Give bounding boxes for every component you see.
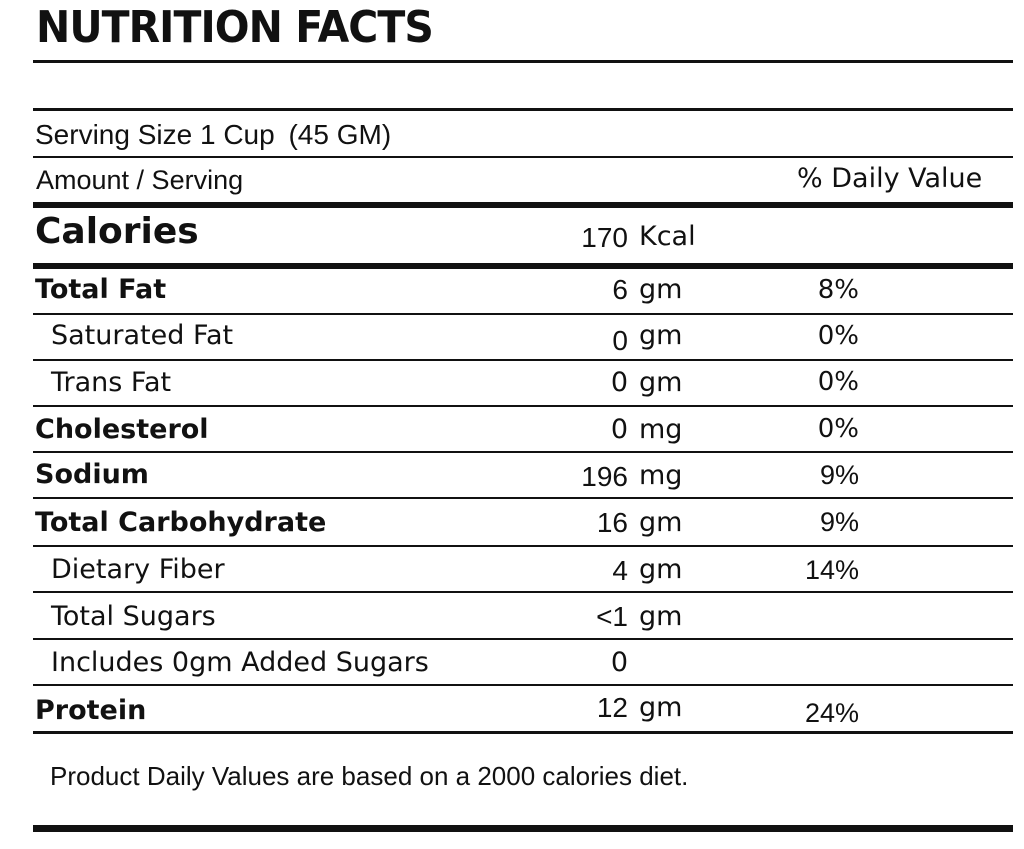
calories-label: Calories xyxy=(35,211,199,252)
nutrient-value: 0 xyxy=(610,414,628,445)
nutrient-daily-value: 24% xyxy=(804,698,859,728)
amount-per-serving-label: Amount / Serving xyxy=(36,165,244,195)
nutrient-label: Total Sugars xyxy=(51,601,216,632)
divider-row-3 xyxy=(33,405,1013,407)
divider-row-5 xyxy=(33,497,1013,499)
nutrient-daily-value: 0% xyxy=(817,321,859,351)
divider-row-8 xyxy=(33,638,1013,640)
divider-bottom xyxy=(33,825,1013,832)
panel-title: NUTRITION FACTS xyxy=(36,2,434,53)
calories-unit: Kcal xyxy=(639,221,696,252)
nutrient-label: Cholesterol xyxy=(35,414,209,445)
divider-row-9 xyxy=(33,684,1013,686)
nutrient-label: Dietary Fiber xyxy=(51,554,225,585)
divider-row-2 xyxy=(33,359,1013,361)
footnote: Product Daily Values are based on a 2000… xyxy=(50,761,689,791)
divider-top xyxy=(33,60,1013,63)
divider-under-title xyxy=(33,108,1013,111)
nutrient-unit: gm xyxy=(639,601,683,632)
nutrient-daily-value: 9% xyxy=(819,507,859,537)
nutrient-label: Trans Fat xyxy=(51,367,172,398)
nutrient-daily-value: 9% xyxy=(819,460,859,490)
nutrient-unit: gm xyxy=(639,320,683,351)
nutrient-value: 16 xyxy=(596,507,628,538)
divider-row-7 xyxy=(33,591,1013,593)
nutrient-unit: mg xyxy=(639,460,683,491)
divider-row-6 xyxy=(33,545,1013,547)
nutrient-label: Total Fat xyxy=(35,274,167,305)
divider-thick-header xyxy=(33,202,1013,208)
nutrient-daily-value: 14% xyxy=(804,555,859,585)
nutrient-daily-value: 0% xyxy=(817,414,859,444)
serving-size: Serving Size 1 Cup (45 GM) xyxy=(35,121,391,149)
nutrient-value: 196 xyxy=(581,461,628,492)
nutrient-daily-value: 0% xyxy=(817,367,859,397)
nutrient-unit: gm xyxy=(639,692,683,723)
nutrient-label: Includes 0gm Added Sugars xyxy=(51,647,429,678)
serving-size-unit: Cup xyxy=(223,119,275,150)
serving-size-grams: (45 GM) xyxy=(288,119,392,150)
nutrient-label: Total Carbohydrate xyxy=(35,507,327,538)
nutrient-value: <1 xyxy=(596,601,628,632)
serving-size-text: Serving Size 1 xyxy=(35,119,224,150)
nutrient-value: 12 xyxy=(596,692,628,723)
nutrient-value: 0 xyxy=(612,325,628,356)
nutrient-daily-value: 8% xyxy=(817,275,859,305)
nutrient-value: 4 xyxy=(612,555,628,586)
nutrient-value: 0 xyxy=(610,367,628,398)
nutrient-value: 0 xyxy=(610,647,628,678)
nutrient-label: Protein xyxy=(35,695,147,726)
divider-row-1 xyxy=(33,313,1013,315)
nutrient-unit: gm xyxy=(639,274,683,305)
divider-row-4 xyxy=(33,451,1013,453)
divider-row-10 xyxy=(33,731,1013,734)
nutrient-unit: gm xyxy=(639,507,683,538)
nutrient-unit: gm xyxy=(639,367,683,398)
calories-value: 170 xyxy=(581,222,628,253)
nutrient-value: 6 xyxy=(612,274,628,305)
divider-serving xyxy=(33,156,1013,158)
nutrient-unit: gm xyxy=(639,554,683,585)
nutrient-label: Saturated Fat xyxy=(51,320,234,351)
nutrient-label: Sodium xyxy=(35,459,149,490)
daily-value-header: % Daily Value xyxy=(797,163,983,194)
divider-thick-calories xyxy=(33,263,1013,269)
nutrient-unit: mg xyxy=(639,414,683,445)
